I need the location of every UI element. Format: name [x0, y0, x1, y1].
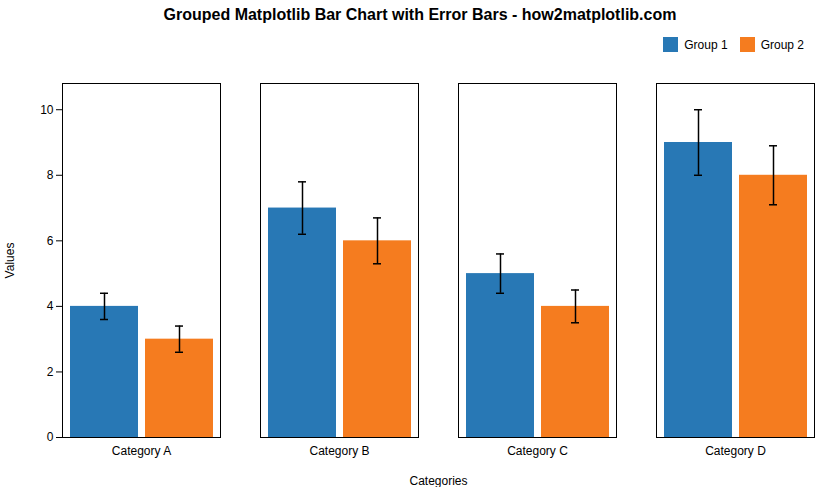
svg-text:2: 2 — [47, 365, 54, 379]
svg-text:Category C: Category C — [507, 444, 568, 458]
svg-text:Category D: Category D — [705, 444, 766, 458]
svg-text:Values: Values — [3, 243, 17, 279]
svg-text:0: 0 — [47, 430, 54, 444]
svg-text:4: 4 — [47, 299, 54, 313]
html-text:Group 2: Group 2 — [760, 37, 804, 52]
html-text:Grouped Matplotlib Bar Chart w: Grouped Matplotlib Bar Chart with Error … — [163, 6, 677, 23]
svg-text:10: 10 — [40, 103, 54, 117]
svg-text:Category B: Category B — [309, 444, 369, 458]
svg-text:Categories: Categories — [409, 474, 467, 488]
svg-text:6: 6 — [47, 234, 54, 248]
svg-text:Category A: Category A — [112, 444, 171, 458]
html-text:Group 1: Group 1 — [684, 37, 728, 52]
svg-text:8: 8 — [47, 168, 54, 182]
